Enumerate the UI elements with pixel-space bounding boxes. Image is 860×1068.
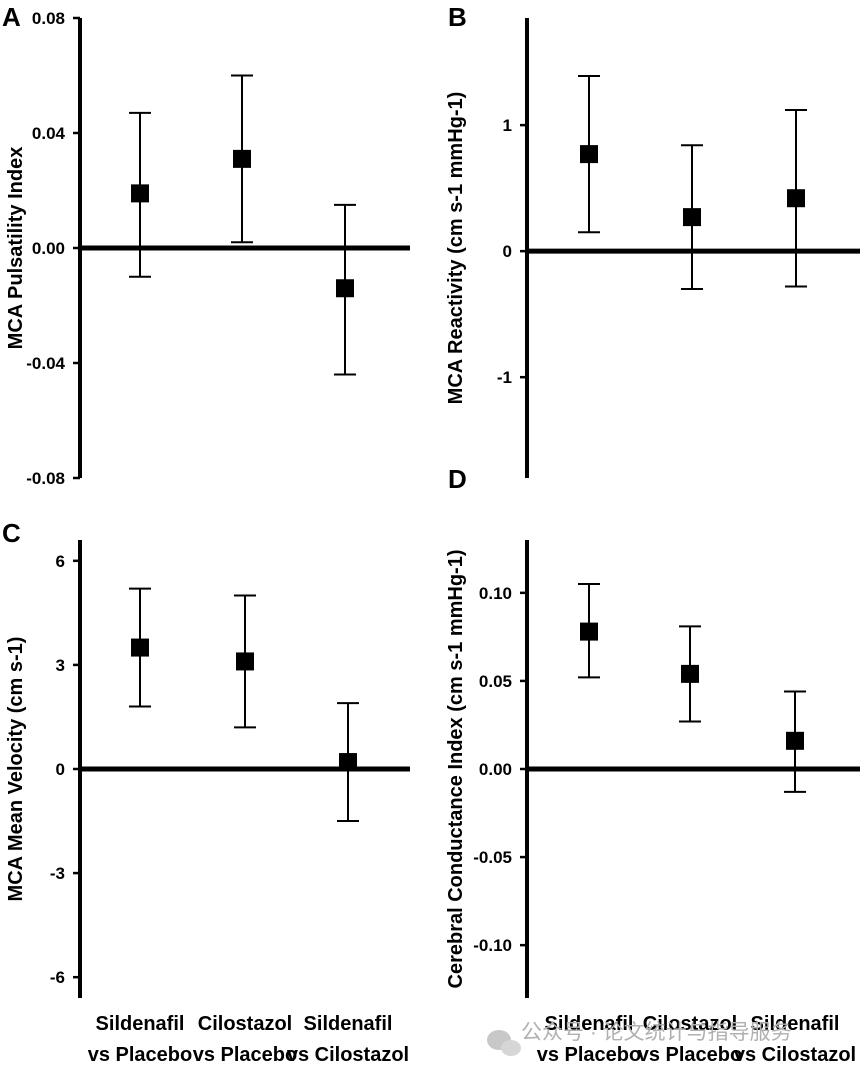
y-tick-label: 0.08 [32, 9, 65, 28]
panel-letter: A [2, 2, 21, 32]
panel-letter: D [448, 464, 467, 494]
panel-a: A 0.08 0.04 0.00 -0.04 -0.08 MCA Pulsatility I… [2, 2, 410, 488]
y-tick-label: -3 [50, 864, 65, 883]
data-point [336, 279, 354, 298]
data-point [580, 145, 598, 164]
x-category-label: Sildenafil [96, 1013, 185, 1035]
y-tick-label: 0.05 [479, 672, 512, 691]
data-point [681, 664, 699, 683]
y-tick-label: 1 [503, 116, 512, 135]
panel-letter: C [2, 518, 21, 548]
x-category-label: vs Cilostazol [734, 1044, 856, 1066]
y-axis-title: MCA Pulsatility Index [5, 147, 27, 350]
data-point [131, 638, 149, 657]
watermark-text: 公众号 · 论文统计与指导服务 [521, 1021, 792, 1044]
x-category-label: vs Placebo [88, 1044, 193, 1066]
panel-c: C 6 3 0 -3 -6 MCA Mean Velocity (cm s-1) Silden… [2, 518, 410, 1066]
y-tick-label: -6 [50, 968, 65, 987]
y-tick-label: -0.04 [26, 354, 65, 373]
data-point [580, 622, 598, 641]
data-point [339, 753, 357, 772]
x-category-label: Cilostazol [198, 1013, 292, 1035]
y-tick-label: 0.04 [32, 124, 66, 143]
y-tick-label: 0 [503, 242, 512, 261]
y-tick-label: -0.10 [473, 936, 512, 955]
x-category-label: Sildenafil [751, 1013, 840, 1035]
x-category-label: Cilostazol [643, 1013, 737, 1035]
x-category-label: vs Placebo [537, 1044, 642, 1066]
y-tick-label: 0.00 [32, 239, 65, 258]
y-tick-label: -0.05 [473, 848, 512, 867]
wechat-icon-bubble [501, 1040, 521, 1056]
y-tick-label: 3 [56, 656, 65, 675]
y-tick-label: 6 [56, 552, 65, 571]
y-tick-label: 0 [56, 760, 65, 779]
x-category-label: vs Cilostazol [287, 1044, 409, 1066]
data-point [131, 184, 149, 203]
wechat-icon [487, 1030, 521, 1056]
data-point [786, 731, 804, 750]
x-category-label: vs Placebo [193, 1044, 298, 1066]
y-tick-label: -0.08 [26, 469, 65, 488]
y-axis-title: MCA Reactivity (cm s-1 mmHg-1) [445, 92, 467, 405]
panel-d: D 0.10 0.05 0.00 -0.05 -0.10 Cerebral Conducta… [445, 464, 860, 1066]
data-point [236, 652, 254, 671]
data-point [233, 149, 251, 168]
panel-letter: B [448, 2, 467, 32]
y-axis-title: MCA Mean Velocity (cm s-1) [5, 637, 27, 902]
y-tick-label: -1 [497, 368, 512, 387]
x-category-label: vs Placebo [638, 1044, 743, 1066]
x-category-label: Sildenafil [304, 1013, 393, 1035]
x-category-label: Sildenafil [545, 1013, 634, 1035]
panel-b: B 1 0 -1 MCA Reactivity (cm s-1 mmHg-1) [445, 2, 860, 478]
data-point [787, 189, 805, 208]
y-tick-label: 0.10 [479, 584, 512, 603]
data-point [683, 208, 701, 227]
watermark: 公众号 · 论文统计与指导服务 [487, 1021, 792, 1056]
y-tick-label: 0.00 [479, 760, 512, 779]
y-axis-title: Cerebral Conductance Index (cm s-1 mmHg-… [445, 550, 467, 989]
